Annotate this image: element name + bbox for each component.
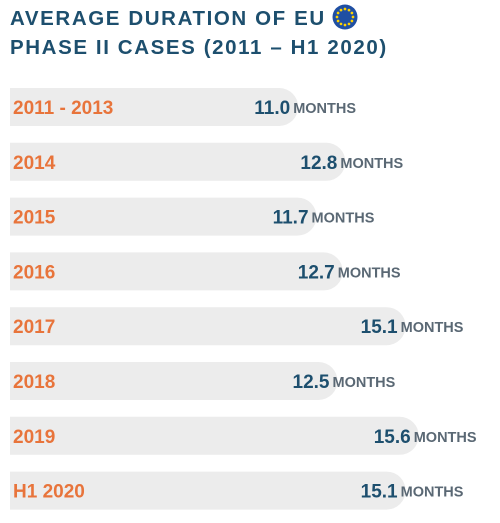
data-value-label: 11.0	[254, 98, 290, 119]
bar-row-2014: 2014 12.8 MONTHS	[10, 142, 404, 181]
category-label: 2011 - 2013	[13, 98, 113, 119]
bar-2015	[10, 197, 317, 236]
bar-row-2019: 2019 15.6 MONTHS	[10, 416, 477, 455]
title-line-1: AVERAGE DURATION OF EU	[10, 4, 388, 33]
bar-h1-2020	[10, 471, 406, 510]
bar-2011-2013	[10, 88, 299, 126]
category-label: 2016	[13, 262, 55, 283]
bar-2019	[10, 416, 419, 455]
category-label: 2014	[13, 153, 56, 174]
data-value-label: 12.7	[298, 262, 335, 283]
category-label: H1 2020	[13, 482, 85, 503]
bar-row-2017: 2017 15.1 MONTHS	[10, 307, 464, 346]
bar-row-2016: 2016 12.7 MONTHS	[10, 252, 401, 291]
bar-2014	[10, 142, 346, 181]
unit-label: MONTHS	[414, 430, 477, 446]
eu-flag-icon	[332, 4, 358, 30]
bar-row-2015: 2015 11.7 MONTHS	[10, 197, 375, 236]
data-value-label: 15.1	[361, 317, 398, 338]
data-value-label: 15.1	[361, 482, 398, 503]
unit-label: MONTHS	[293, 101, 356, 117]
bar-2017	[10, 307, 406, 346]
unit-label: MONTHS	[312, 211, 375, 227]
unit-label: MONTHS	[401, 485, 464, 501]
chart-title: AVERAGE DURATION OF EU PHASE II CASES (2…	[10, 4, 388, 62]
title-line-1-text: AVERAGE DURATION OF EU	[10, 7, 326, 30]
bar-row-2018: 2018 12.5 MONTHS	[10, 362, 396, 400]
unit-label: MONTHS	[338, 265, 401, 281]
data-value-label: 12.8	[300, 153, 337, 174]
unit-label: MONTHS	[333, 375, 396, 391]
data-value-label: 15.6	[374, 427, 411, 448]
category-label: 2018	[13, 372, 55, 393]
data-value-label: 12.5	[293, 372, 330, 393]
bar-row-2011-2013: 2011 - 2013 11.0 MONTHS	[10, 88, 356, 126]
category-label: 2019	[13, 427, 55, 448]
category-label: 2017	[13, 317, 55, 338]
bar-row-h1-2020: H1 2020 15.1 MONTHS	[10, 471, 464, 510]
data-value-label: 11.7	[273, 208, 309, 229]
bar-2016	[10, 252, 343, 291]
unit-label: MONTHS	[340, 156, 403, 172]
category-label: 2015	[13, 208, 56, 229]
bar-2018	[10, 362, 338, 400]
title-line-2: PHASE II CASES (2011 – H1 2020)	[10, 36, 388, 59]
unit-label: MONTHS	[401, 320, 464, 336]
